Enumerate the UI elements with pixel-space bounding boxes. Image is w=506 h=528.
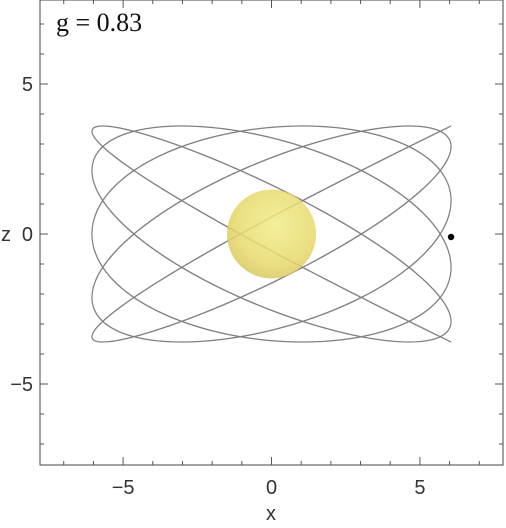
x-tick-label: −5 bbox=[112, 477, 135, 499]
x-axis-label: x bbox=[266, 503, 276, 525]
parameter-annotation: g = 0.83 bbox=[56, 8, 142, 37]
z-axis-label: z bbox=[1, 224, 11, 246]
orbit-layer bbox=[91, 125, 452, 343]
x-tick-label: 0 bbox=[266, 477, 277, 499]
central-body-sphere bbox=[226, 189, 317, 279]
body-layer bbox=[226, 189, 455, 279]
tick-layer: −5 0 5 −5 0 5 bbox=[10, 0, 503, 499]
y-tick-label: −5 bbox=[10, 374, 33, 396]
x-tick-label: 5 bbox=[414, 477, 425, 499]
y-tick-label: 0 bbox=[22, 224, 33, 246]
orbit-series-line bbox=[91, 125, 452, 343]
y-tick-label: 5 bbox=[22, 74, 33, 96]
particle-marker bbox=[447, 233, 455, 241]
